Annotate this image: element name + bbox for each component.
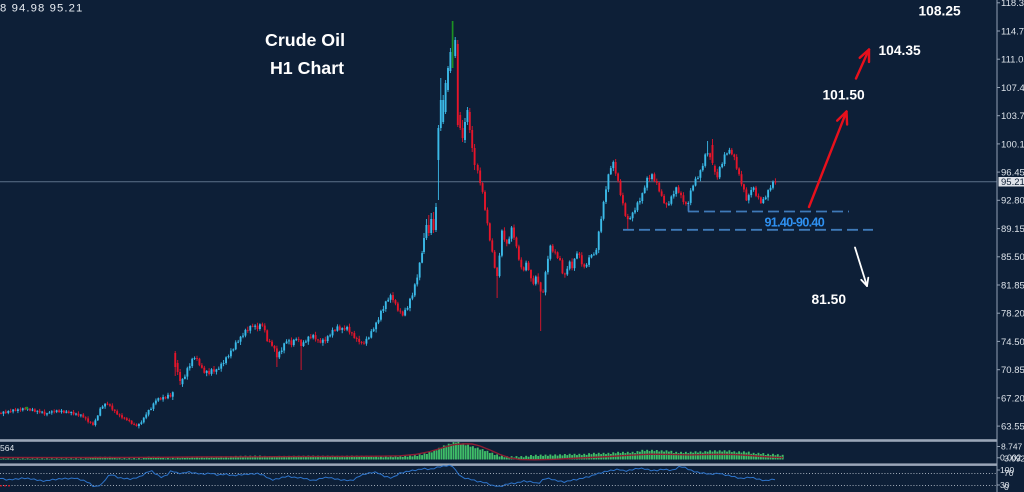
svg-text:564: 564 <box>0 443 14 453</box>
svg-text:81.85: 81.85 <box>1001 280 1024 291</box>
svg-text:108.25: 108.25 <box>919 3 962 18</box>
svg-text:107.40: 107.40 <box>1001 83 1024 94</box>
svg-text:91.40-90.40: 91.40-90.40 <box>765 216 825 230</box>
svg-text:30: 30 <box>1000 480 1010 490</box>
svg-text:95.21: 95.21 <box>1001 177 1024 188</box>
svg-text:96.45: 96.45 <box>1001 168 1024 179</box>
svg-text:100.10: 100.10 <box>1001 139 1024 150</box>
svg-text:101.50: 101.50 <box>823 87 866 102</box>
svg-text:0.002: 0.002 <box>1000 453 1022 463</box>
svg-text:3.092: 3.092 <box>1004 454 1024 464</box>
svg-text:100: 100 <box>1000 465 1014 475</box>
svg-text:89.15: 89.15 <box>1001 224 1024 235</box>
svg-text:111.05: 111.05 <box>1001 55 1024 66</box>
svg-text:8.747: 8.747 <box>1001 442 1023 452</box>
svg-text:118.35: 118.35 <box>1001 0 1024 9</box>
svg-text:70: 70 <box>1004 468 1014 478</box>
svg-text:103.75: 103.75 <box>1001 111 1024 122</box>
svg-text:67.20: 67.20 <box>1001 393 1024 404</box>
svg-text:85.50: 85.50 <box>1001 252 1024 263</box>
svg-text:70.85: 70.85 <box>1001 365 1024 376</box>
svg-text:74.50: 74.50 <box>1001 337 1024 348</box>
svg-text:63.55: 63.55 <box>1001 422 1024 433</box>
svg-text:114.70: 114.70 <box>1001 26 1024 37</box>
svg-text:8 94.98 95.21: 8 94.98 95.21 <box>0 3 83 15</box>
svg-text:H1 Chart: H1 Chart <box>270 58 344 78</box>
svg-text:78.20: 78.20 <box>1001 309 1024 320</box>
svg-text:0: 0 <box>1004 482 1009 492</box>
svg-text:81.50: 81.50 <box>812 292 847 307</box>
svg-text:92.80: 92.80 <box>1001 196 1024 207</box>
svg-text:104.35: 104.35 <box>879 43 922 58</box>
svg-text:Crude Oil: Crude Oil <box>265 30 345 50</box>
